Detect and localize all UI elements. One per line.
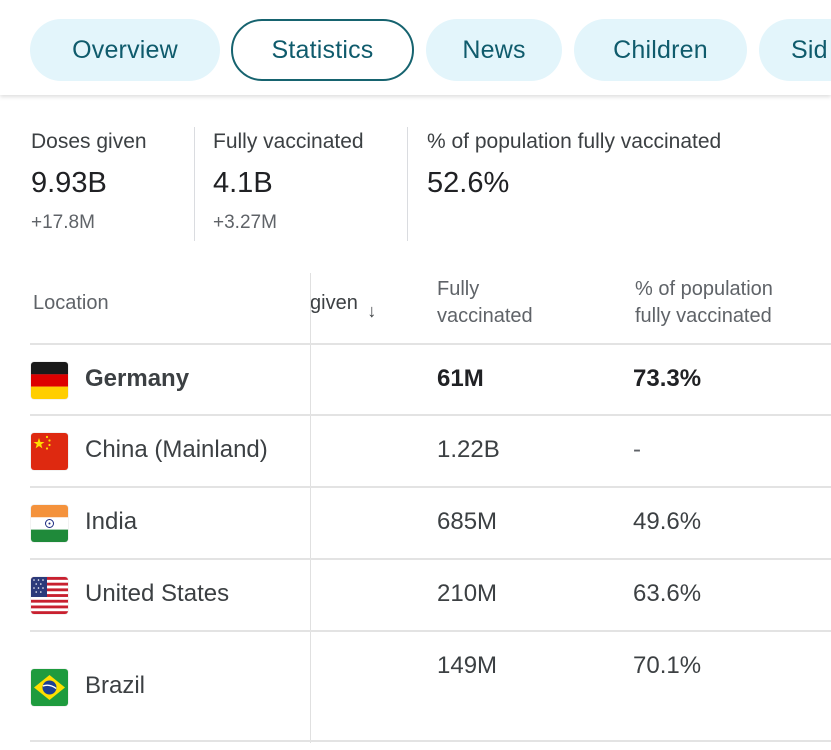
stat-divider [407,127,408,241]
column-header-line: Fully [437,278,480,300]
percent-value: 70.1% [633,652,702,679]
stat-label: % of population fully vaccinated [427,130,722,153]
us-flag-icon [31,577,68,614]
column-header-line: vaccinated [437,305,533,327]
brazil-flag-icon [31,669,68,706]
tab-children[interactable]: Children [574,19,747,81]
stat-label: Fully vaccinated [213,130,364,153]
row-divider [30,414,831,416]
sort-arrow-down-icon: ↓ [367,301,377,321]
fully-vaccinated-value: 685M [437,508,498,535]
table-row-germany[interactable]: Germany 61M 73.3% [0,345,831,415]
stat-value: 52.6% [427,167,510,199]
sticky-column-divider [310,273,311,743]
row-divider [30,558,831,560]
stat-fully-vaccinated: Fully vaccinated 4.1B +3.27M [213,128,364,236]
table-row-china[interactable]: China (Mainland) 1.22B - [0,416,831,486]
tab-news[interactable]: News [426,19,562,81]
stat-delta: +3.27M [213,212,277,233]
stat-doses-given: Doses given 9.93B +17.8M [31,128,147,236]
china-flag-icon [31,433,68,470]
location-name[interactable]: United States [85,580,230,607]
percent-value: 63.6% [633,580,702,607]
fully-vaccinated-value: 149M [437,652,498,679]
fully-vaccinated-value: 61M [437,365,484,392]
row-divider [30,486,831,488]
fully-vaccinated-value: 1.22B [437,436,500,463]
stat-value: 9.93B [31,167,107,199]
location-name[interactable]: Brazil [85,672,146,699]
stat-label: Doses given [31,130,147,153]
column-header-line: fully vaccinated [635,305,772,327]
fully-vaccinated-value: 210M [437,580,498,607]
column-header-fully-vaccinated[interactable]: Fully vaccinated [437,276,533,330]
column-header-doses-given-label: given [310,292,358,314]
stat-divider [194,127,195,241]
india-flag-icon [31,505,68,542]
column-header-location[interactable]: Location [33,292,109,314]
percent-value: - [633,436,641,463]
column-header-line: % of population [635,278,773,300]
stat-percent-fully-vaccinated: % of population fully vaccinated 52.6% [427,128,721,201]
tab-side-effects[interactable]: Sid [759,19,831,81]
tab-overview[interactable]: Overview [30,19,220,81]
row-divider [30,740,831,742]
location-name[interactable]: India [85,508,138,535]
row-divider [30,630,831,632]
stat-delta: +17.8M [31,212,95,233]
table-row-india[interactable]: India 685M 49.6% [0,488,831,558]
stat-value: 4.1B [213,167,273,199]
percent-value: 49.6% [633,508,702,535]
table-row-united-states[interactable]: United States 210M 63.6% [0,560,831,630]
location-name[interactable]: Germany [85,365,190,392]
tab-statistics[interactable]: Statistics [231,19,414,81]
location-name[interactable]: China (Mainland) [85,436,268,463]
row-divider [30,343,831,345]
column-header-percent-fully-vaccinated[interactable]: % of population fully vaccinated [635,276,773,330]
percent-value: 73.3% [633,365,702,392]
table-row-brazil[interactable]: Brazil 149M 70.1% [0,632,831,740]
tabs-bar: Overview Statistics News Children Sid [0,0,831,95]
column-header-doses-given[interactable]: given ↓ [310,290,376,321]
germany-flag-icon [31,362,68,399]
